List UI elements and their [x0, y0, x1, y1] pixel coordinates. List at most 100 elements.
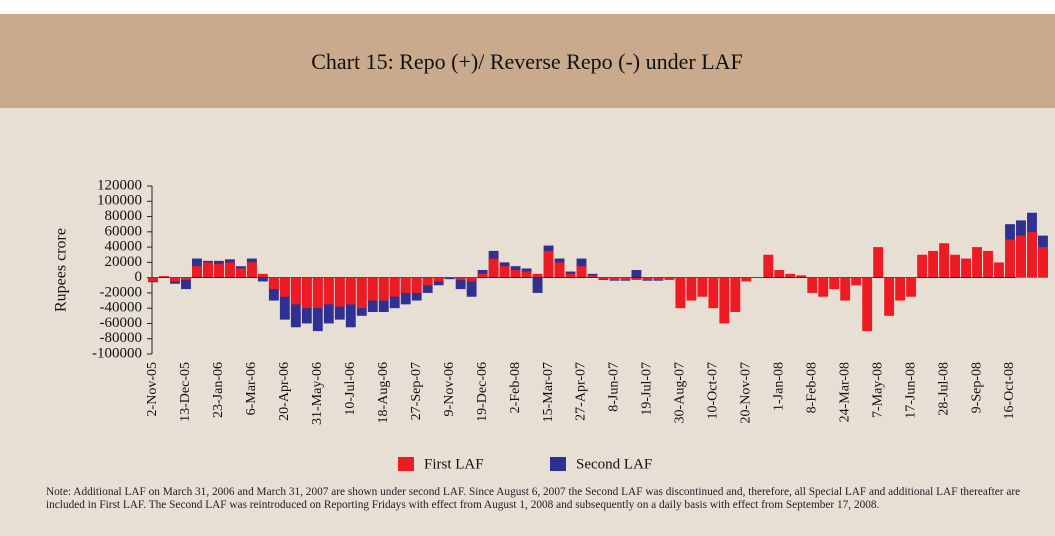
bar [873, 247, 884, 278]
bar [170, 277, 180, 282]
bar [708, 277, 719, 309]
bar [1027, 231, 1037, 278]
bar [796, 275, 807, 278]
y-tick-label: 40000 [105, 239, 143, 255]
bar [159, 276, 169, 278]
bar [906, 277, 917, 297]
x-tick-label: 2-Feb-08 [508, 362, 523, 413]
bar [444, 277, 455, 280]
bar [192, 266, 202, 278]
bar [181, 277, 191, 290]
bar [257, 273, 268, 278]
bar [554, 262, 565, 278]
legend-swatch [398, 457, 414, 471]
bar [477, 273, 488, 278]
bar [455, 277, 466, 290]
bar [774, 270, 785, 278]
x-tick-label: 17-Jun-08 [903, 362, 918, 419]
bar [466, 277, 477, 297]
bar [807, 277, 818, 293]
plot-bg [0, 108, 1055, 536]
bar [521, 271, 532, 278]
bar [1016, 235, 1026, 278]
x-tick-label: 16-Oct-08 [1002, 362, 1017, 420]
x-tick-label: 23-Jan-06 [211, 362, 226, 418]
bar [312, 277, 323, 309]
bar [213, 263, 224, 278]
bar [598, 277, 609, 280]
bar [576, 266, 587, 278]
bar [1038, 247, 1048, 278]
bar [378, 277, 389, 301]
bar [763, 254, 774, 278]
bar [719, 277, 730, 324]
bar [455, 277, 466, 280]
x-tick-label: 24-Mar-08 [837, 362, 852, 422]
bar [686, 277, 697, 301]
y-tick-label: -80000 [100, 330, 143, 346]
bar [345, 277, 356, 305]
y-tick-label: 20000 [105, 254, 143, 270]
bar [840, 277, 851, 301]
legend-label: First LAF [424, 456, 484, 472]
y-axis-label: Rupees crore [53, 228, 70, 312]
bar [939, 243, 950, 278]
bar [631, 270, 642, 278]
note: Note: Additional LAF on March 31, 2006 a… [46, 486, 1021, 511]
bar [279, 277, 290, 297]
y-tick-label: 120000 [97, 177, 142, 193]
bar [279, 277, 290, 320]
y-tick-label: 0 [135, 269, 143, 285]
x-tick-label: 10-Jul-06 [343, 362, 358, 416]
bar [543, 250, 554, 278]
bar [620, 277, 631, 280]
bar [202, 262, 213, 278]
x-tick-label: 10-Oct-07 [706, 362, 721, 420]
title-band [0, 14, 1055, 108]
bar [389, 277, 400, 297]
x-tick-label: 18-Aug-06 [376, 362, 391, 423]
bar [334, 277, 345, 307]
bar [411, 277, 422, 293]
bar [1005, 239, 1015, 278]
bar [829, 277, 840, 290]
bar [532, 277, 543, 293]
x-tick-label: 27-Sep-07 [409, 362, 424, 420]
bar [400, 277, 411, 293]
y-tick-label: -100000 [92, 345, 142, 361]
bar [675, 277, 686, 309]
bar [631, 277, 642, 280]
bar [961, 258, 971, 278]
bar [181, 277, 191, 280]
bar [257, 277, 268, 282]
bar [950, 254, 961, 278]
x-tick-label: 28-Jul-08 [936, 362, 951, 416]
y-tick-label: -20000 [100, 284, 143, 300]
bar [565, 273, 576, 278]
y-tick-label: 60000 [105, 223, 143, 239]
bar [785, 273, 796, 278]
x-tick-label: 20-Apr-06 [277, 362, 292, 421]
bar [895, 277, 906, 301]
bar [818, 277, 829, 297]
x-tick-label: 9-Sep-08 [969, 362, 984, 413]
legend-label: Second LAF [576, 456, 652, 472]
chart-title: Chart 15: Repo (+)/ Reverse Repo (-) und… [311, 49, 743, 74]
bar [367, 277, 378, 301]
x-tick-label: 8-Jun-07 [607, 362, 622, 412]
bar [730, 277, 741, 312]
bar [983, 250, 993, 278]
x-tick-label: 15-Mar-07 [541, 362, 556, 422]
bar [422, 277, 433, 286]
bar [994, 262, 1004, 278]
x-tick-label: 20-Nov-07 [739, 362, 754, 423]
bar [884, 277, 895, 316]
bar [642, 277, 653, 280]
bar [466, 277, 477, 282]
bar [587, 275, 598, 278]
x-tick-label: 27-Apr-07 [574, 362, 589, 421]
y-tick-label: -40000 [100, 300, 143, 316]
x-tick-label: 6-Mar-06 [244, 362, 259, 415]
bar [488, 258, 499, 278]
